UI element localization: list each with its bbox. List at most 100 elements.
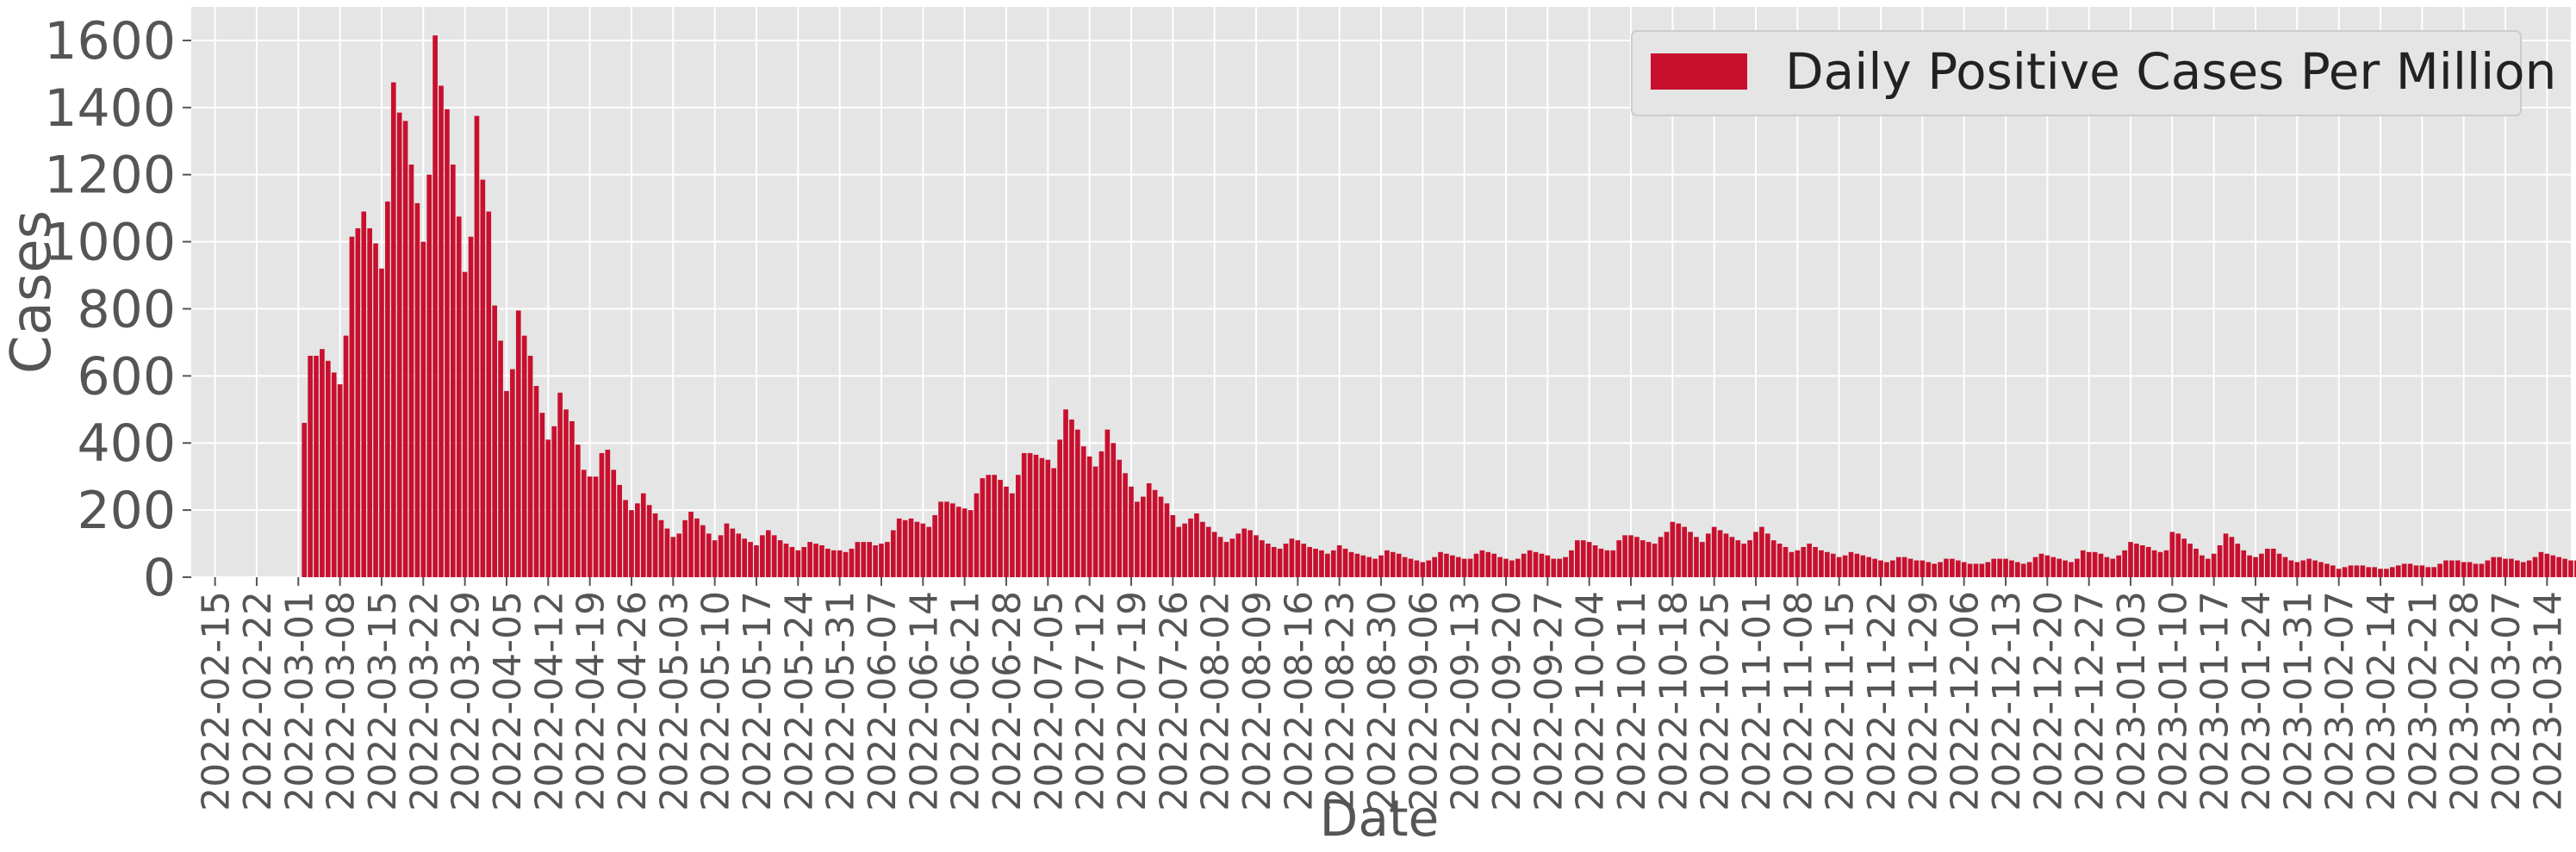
bar bbox=[873, 545, 878, 577]
bar bbox=[2080, 550, 2086, 577]
bar bbox=[2270, 548, 2276, 577]
x-tick-label: 2022-04-19 bbox=[569, 591, 613, 812]
bar bbox=[955, 507, 961, 577]
bar bbox=[1598, 548, 1604, 577]
bar bbox=[545, 439, 551, 577]
bar bbox=[961, 508, 968, 577]
bar bbox=[2116, 555, 2122, 577]
bar bbox=[2241, 550, 2247, 577]
x-tick-label: 2023-03-14 bbox=[2526, 591, 2570, 812]
bar bbox=[920, 523, 926, 577]
bar bbox=[1967, 563, 1973, 577]
bar bbox=[2336, 569, 2342, 577]
bar bbox=[1747, 540, 1752, 577]
x-tick-label: 2022-07-05 bbox=[1027, 591, 1071, 812]
bar bbox=[420, 241, 426, 577]
bar bbox=[1211, 532, 1217, 577]
bar bbox=[1658, 537, 1664, 577]
bar bbox=[1997, 558, 2002, 577]
bar bbox=[325, 360, 331, 577]
bar bbox=[2366, 567, 2372, 577]
bar bbox=[980, 478, 986, 577]
bar bbox=[730, 528, 736, 577]
bar bbox=[623, 500, 628, 577]
bar bbox=[1033, 454, 1039, 577]
x-tick-label: 2023-01-10 bbox=[2151, 591, 2195, 812]
bar bbox=[605, 450, 611, 577]
bar bbox=[1254, 535, 1259, 577]
bar bbox=[1140, 496, 1146, 577]
bar bbox=[2443, 560, 2448, 577]
x-tick-label: 2022-05-10 bbox=[694, 591, 738, 812]
bar bbox=[1004, 486, 1009, 577]
bar bbox=[1825, 551, 1830, 577]
bar bbox=[2098, 553, 2104, 577]
x-tick-label: 2022-07-12 bbox=[1069, 591, 1113, 812]
bar bbox=[1325, 553, 1330, 577]
bar bbox=[2050, 557, 2056, 577]
bar bbox=[1289, 538, 1295, 577]
bar bbox=[533, 386, 539, 577]
bar bbox=[1205, 526, 1211, 577]
bar bbox=[2324, 563, 2330, 577]
bar bbox=[2181, 538, 2187, 577]
bar bbox=[1830, 553, 1836, 577]
bar bbox=[813, 544, 818, 577]
bar bbox=[521, 335, 527, 577]
bar bbox=[1283, 544, 1289, 577]
bar bbox=[569, 420, 575, 577]
bar bbox=[1764, 533, 1770, 577]
bar bbox=[379, 268, 384, 577]
bar bbox=[2032, 557, 2038, 577]
bar bbox=[2401, 563, 2407, 577]
bar bbox=[700, 525, 706, 577]
bar bbox=[1729, 537, 1735, 577]
bar bbox=[1301, 544, 1307, 577]
x-tick-label: 2022-09-20 bbox=[1485, 591, 1529, 812]
bar bbox=[1402, 557, 1408, 577]
bar bbox=[1652, 544, 1658, 577]
bar bbox=[640, 493, 646, 577]
bar bbox=[771, 535, 777, 577]
bar bbox=[1801, 546, 1807, 577]
bar bbox=[1330, 550, 1336, 577]
bar bbox=[932, 514, 937, 577]
bar bbox=[1592, 545, 1598, 577]
legend-label: Daily Positive Cases Per Million bbox=[1785, 42, 2556, 101]
bar bbox=[843, 551, 849, 577]
bar bbox=[456, 216, 462, 577]
bar bbox=[1461, 558, 1467, 577]
bar bbox=[2265, 548, 2270, 577]
bar bbox=[1563, 557, 1568, 577]
bar bbox=[1235, 533, 1241, 577]
bar bbox=[902, 519, 908, 577]
bar bbox=[2348, 565, 2354, 577]
bar bbox=[1051, 468, 1057, 577]
bar bbox=[1926, 562, 1932, 577]
y-tick-label: 800 bbox=[77, 279, 176, 339]
bar bbox=[1694, 537, 1699, 577]
x-tick-label: 2022-04-12 bbox=[527, 591, 571, 812]
bar bbox=[314, 355, 319, 577]
bar bbox=[1676, 523, 1682, 577]
x-tick-label: 2022-06-28 bbox=[986, 591, 1030, 812]
bar bbox=[587, 476, 593, 577]
bar bbox=[1735, 540, 1741, 577]
bar bbox=[1485, 551, 1491, 577]
bar bbox=[1146, 482, 1152, 577]
bar bbox=[789, 546, 795, 577]
bar bbox=[2395, 565, 2401, 577]
bar bbox=[1200, 521, 1205, 577]
bar bbox=[670, 537, 676, 577]
bar bbox=[1229, 538, 1235, 577]
bar bbox=[2235, 544, 2241, 577]
bar bbox=[1217, 537, 1223, 577]
bar bbox=[837, 550, 843, 577]
x-tick-label: 2022-10-11 bbox=[1610, 591, 1654, 812]
bar bbox=[2372, 567, 2377, 577]
bar bbox=[1664, 532, 1670, 577]
bar bbox=[2075, 558, 2080, 577]
bar bbox=[1907, 558, 1913, 577]
bar bbox=[1521, 553, 1527, 577]
bar bbox=[2485, 560, 2491, 577]
